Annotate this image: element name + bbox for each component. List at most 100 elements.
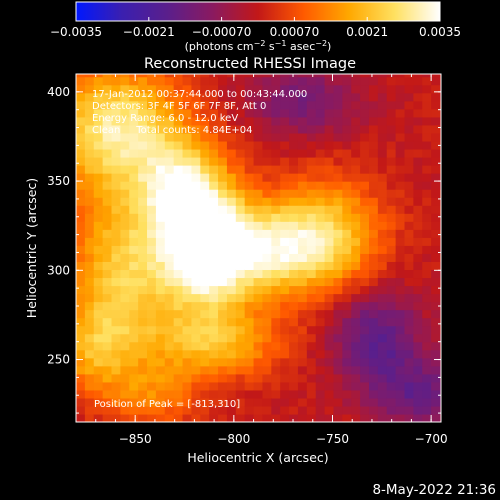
heatmap-cell — [244, 317, 255, 327]
heatmap-cell — [200, 173, 210, 182]
heatmap-cell — [324, 397, 335, 407]
heatmap-cell — [404, 365, 414, 375]
heatmap-cell — [333, 269, 343, 279]
heatmap-cell — [138, 76, 148, 86]
heatmap-cell — [155, 92, 166, 102]
heatmap-cell — [395, 301, 406, 311]
heatmap-cell — [404, 405, 414, 415]
heatmap-cell — [147, 317, 157, 327]
heatmap-cell — [84, 221, 95, 230]
heatmap-cell — [422, 229, 432, 238]
heatmap-cell — [333, 309, 343, 319]
heatmap-cell — [138, 261, 148, 271]
heatmap-cell — [271, 213, 281, 222]
heatmap-cell — [368, 221, 379, 230]
heatmap-cell — [209, 381, 219, 391]
heatmap-cell — [173, 148, 184, 158]
heatmap-cell — [76, 261, 86, 271]
heatmap-cell — [138, 92, 148, 102]
heatmap-cell — [413, 309, 423, 319]
heatmap-cell — [76, 405, 86, 415]
heatmap-cell — [120, 413, 130, 422]
heatmap-cell — [395, 357, 406, 367]
heatmap-cell — [76, 189, 86, 198]
heatmap-cell — [351, 108, 361, 118]
heatmap-cell — [271, 205, 281, 214]
heatmap-cell — [191, 92, 201, 102]
heatmap-cell — [76, 140, 86, 150]
heatmap-cell — [386, 341, 397, 351]
heatmap-cell — [147, 349, 157, 359]
heatmap-cell — [431, 349, 441, 359]
heatmap-cell — [191, 413, 201, 422]
heatmap-cell — [147, 277, 157, 287]
heatmap-cell — [102, 213, 113, 222]
heatmap-cell — [218, 381, 228, 391]
heatmap-cell — [413, 301, 423, 311]
heatmap-cell — [253, 156, 264, 166]
heatmap-cell — [155, 341, 166, 351]
heatmap-cell — [404, 333, 414, 343]
heatmap-cell — [218, 269, 228, 279]
heatmap-cell — [191, 269, 201, 279]
heatmap-cell — [395, 245, 406, 254]
heatmap-cell — [84, 365, 95, 375]
heatmap-cell — [129, 333, 139, 343]
heatmap-cell — [333, 397, 343, 407]
heatmap-cell — [351, 277, 361, 287]
heatmap-cell — [235, 405, 246, 415]
heatmap-cell — [280, 237, 290, 246]
heatmap-cell — [235, 148, 246, 158]
heatmap-cell — [173, 261, 184, 271]
heatmap-cell — [218, 92, 228, 102]
heatmap-cell — [244, 124, 255, 134]
heatmap-cell — [147, 124, 157, 134]
heatmap-cell — [431, 140, 441, 150]
heatmap-cell — [404, 181, 414, 190]
heatmap-cell — [226, 301, 237, 311]
heatmap-cell — [262, 373, 272, 383]
heatmap-cell — [235, 229, 246, 238]
heatmap-cell — [324, 245, 335, 254]
heatmap-cell — [324, 165, 335, 174]
heatmap-cell — [76, 205, 86, 214]
heatmap-cell — [93, 156, 104, 166]
heatmap-cell — [164, 413, 175, 422]
heatmap-cell — [182, 74, 193, 78]
heatmap-cell — [289, 413, 299, 422]
heatmap-cell — [342, 221, 352, 230]
heatmap-cell — [333, 301, 343, 311]
heatmap-cell — [147, 373, 157, 383]
heatmap-cell — [235, 325, 246, 335]
heatmap-cell — [404, 397, 414, 407]
heatmap-cell — [377, 397, 388, 407]
heatmap-cell — [93, 365, 104, 375]
heatmap-cell — [377, 341, 388, 351]
heatmap-cell — [422, 381, 432, 391]
heatmap-cell — [218, 221, 228, 230]
heatmap-cell — [413, 148, 423, 158]
heatmap-cell — [76, 229, 86, 238]
heatmap-cell — [377, 213, 388, 222]
heatmap-cell — [164, 301, 175, 311]
heatmap-cell — [431, 108, 441, 118]
heatmap-cell — [289, 349, 299, 359]
heatmap-cell — [271, 221, 281, 230]
heatmap-cell — [395, 349, 406, 359]
heatmap-cell — [386, 197, 397, 206]
heatmap-cell — [200, 325, 210, 335]
heatmap-cell — [306, 84, 317, 94]
heatmap-cell — [262, 365, 272, 375]
heatmap-cell — [262, 229, 272, 238]
heatmap-cell — [271, 269, 281, 279]
heatmap-cell — [271, 381, 281, 391]
heatmap-cell — [377, 140, 388, 150]
heatmap-cell — [360, 116, 370, 126]
heatmap-cell — [129, 189, 139, 198]
heatmap-cell — [297, 277, 308, 287]
heatmap-cell — [218, 189, 228, 198]
heatmap-cell — [324, 197, 335, 206]
heatmap-cell — [386, 237, 397, 246]
heatmap-cell — [342, 84, 352, 94]
heatmap-cell — [226, 100, 237, 110]
